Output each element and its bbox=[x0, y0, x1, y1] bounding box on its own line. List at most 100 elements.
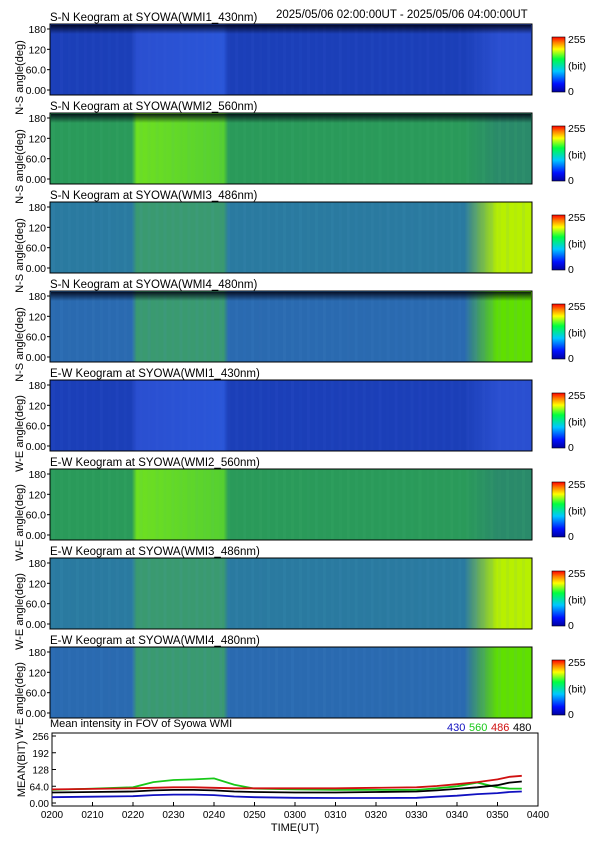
keogram-streak bbox=[131, 203, 135, 272]
keogram-streak bbox=[67, 470, 71, 539]
keogram-streak bbox=[482, 381, 486, 450]
keogram-streak bbox=[52, 203, 55, 272]
keogram-streak bbox=[67, 203, 71, 272]
keogram-streak bbox=[410, 381, 414, 450]
y-tick-label: 60.0 bbox=[26, 243, 47, 255]
keogram-streak bbox=[75, 648, 79, 717]
keogram-streak bbox=[514, 114, 518, 183]
keogram-streak bbox=[378, 381, 382, 450]
keogram-streak bbox=[306, 114, 310, 183]
y-tick-label: 120 bbox=[28, 578, 46, 590]
keogram-streak bbox=[322, 381, 326, 450]
keogram-streak bbox=[434, 292, 438, 361]
keogram-streak bbox=[227, 559, 231, 628]
keogram-streak bbox=[259, 292, 263, 361]
colorbar-max-label: 255 bbox=[568, 390, 586, 402]
keogram-streak bbox=[354, 381, 358, 450]
keogram-streak bbox=[314, 114, 318, 183]
keogram-streak bbox=[482, 292, 486, 361]
legend-entry: 560 bbox=[469, 722, 487, 734]
keogram-streak bbox=[410, 470, 414, 539]
keogram-streak bbox=[362, 292, 366, 361]
keogram-streak bbox=[322, 114, 326, 183]
keogram-streak bbox=[338, 559, 342, 628]
keogram-streak bbox=[60, 559, 63, 628]
keogram-streak bbox=[139, 203, 143, 272]
keogram-streak bbox=[386, 25, 390, 94]
keogram-streak bbox=[378, 292, 382, 361]
keogram-streak bbox=[506, 25, 510, 94]
keogram-streak bbox=[474, 470, 478, 539]
y-tick-label: 60.0 bbox=[26, 154, 47, 166]
keogram-title: E-W Keogram at SYOWA(WMI1_430nm) bbox=[50, 368, 260, 380]
keogram-streak bbox=[418, 25, 422, 94]
keogram-streak bbox=[211, 203, 215, 272]
keogram-streak bbox=[235, 470, 239, 539]
keogram-image bbox=[49, 290, 533, 363]
mean-x-tick-label: 0210 bbox=[81, 810, 104, 821]
keogram-streak bbox=[314, 559, 318, 628]
keogram-streak bbox=[522, 648, 525, 717]
keogram-streak bbox=[99, 470, 103, 539]
keogram-streak bbox=[330, 114, 334, 183]
keogram-streak bbox=[442, 203, 446, 272]
keogram-streak bbox=[115, 648, 119, 717]
keogram-streak bbox=[91, 114, 95, 183]
keogram-streak bbox=[275, 559, 279, 628]
keogram-streak bbox=[163, 559, 167, 628]
keogram-streak bbox=[60, 292, 63, 361]
keogram-streak bbox=[219, 648, 223, 717]
keogram-streak bbox=[514, 470, 518, 539]
keogram-streak bbox=[139, 470, 143, 539]
mean-y-tick-label: 256 bbox=[32, 732, 49, 743]
keogram-streak bbox=[386, 648, 390, 717]
keogram-streak bbox=[370, 25, 374, 94]
keogram-streak bbox=[354, 648, 358, 717]
keogram-streak bbox=[402, 559, 406, 628]
keogram-streak bbox=[299, 648, 302, 717]
keogram-streak bbox=[235, 203, 239, 272]
keogram-streak bbox=[442, 470, 446, 539]
keogram-streak bbox=[506, 203, 510, 272]
keogram-streak bbox=[314, 25, 318, 94]
keogram-streak bbox=[354, 559, 358, 628]
keogram-streak bbox=[99, 203, 103, 272]
keogram-top-band bbox=[51, 292, 531, 301]
keogram-streak bbox=[179, 25, 183, 94]
keogram-streak bbox=[386, 559, 390, 628]
keogram-streak bbox=[322, 470, 326, 539]
y-tick-label: 180 bbox=[28, 380, 46, 392]
keogram-streak bbox=[291, 559, 294, 628]
keogram-streak bbox=[115, 470, 119, 539]
keogram-top-band bbox=[51, 25, 531, 34]
keogram-streak bbox=[227, 381, 231, 450]
keogram-title: S-N Keogram at SYOWA(WMI1_430nm) bbox=[50, 12, 257, 24]
y-tick-label: 120 bbox=[28, 400, 46, 412]
keogram-panel: S-N Keogram at SYOWA(WMI1_430nm) 180 120 60… bbox=[14, 12, 586, 115]
keogram-streak bbox=[314, 648, 318, 717]
keogram-streak bbox=[522, 559, 525, 628]
keogram-streak bbox=[410, 114, 414, 183]
keogram-streak bbox=[243, 470, 247, 539]
keogram-title: S-N Keogram at SYOWA(WMI4_480nm) bbox=[50, 279, 257, 291]
keogram-streak bbox=[514, 648, 518, 717]
keogram-streak bbox=[474, 292, 478, 361]
keogram-streak bbox=[91, 470, 95, 539]
keogram-streak bbox=[466, 381, 470, 450]
colorbar-min-label: 0 bbox=[568, 709, 574, 721]
keogram-streak bbox=[426, 470, 430, 539]
colorbar bbox=[551, 214, 566, 271]
keogram-streak bbox=[267, 381, 271, 450]
keogram-streak bbox=[251, 114, 255, 183]
keogram-streak bbox=[370, 381, 374, 450]
keogram-streak bbox=[203, 648, 207, 717]
keogram-streak bbox=[490, 381, 494, 450]
keogram-streak bbox=[67, 292, 71, 361]
colorbar-unit-label: (bit) bbox=[568, 595, 586, 607]
keogram-streak bbox=[346, 648, 350, 717]
keogram-streak bbox=[522, 381, 525, 450]
keogram-streak bbox=[187, 292, 191, 361]
keogram-streak bbox=[466, 292, 470, 361]
keogram-ylabel: N-S angle(deg) bbox=[14, 129, 26, 204]
